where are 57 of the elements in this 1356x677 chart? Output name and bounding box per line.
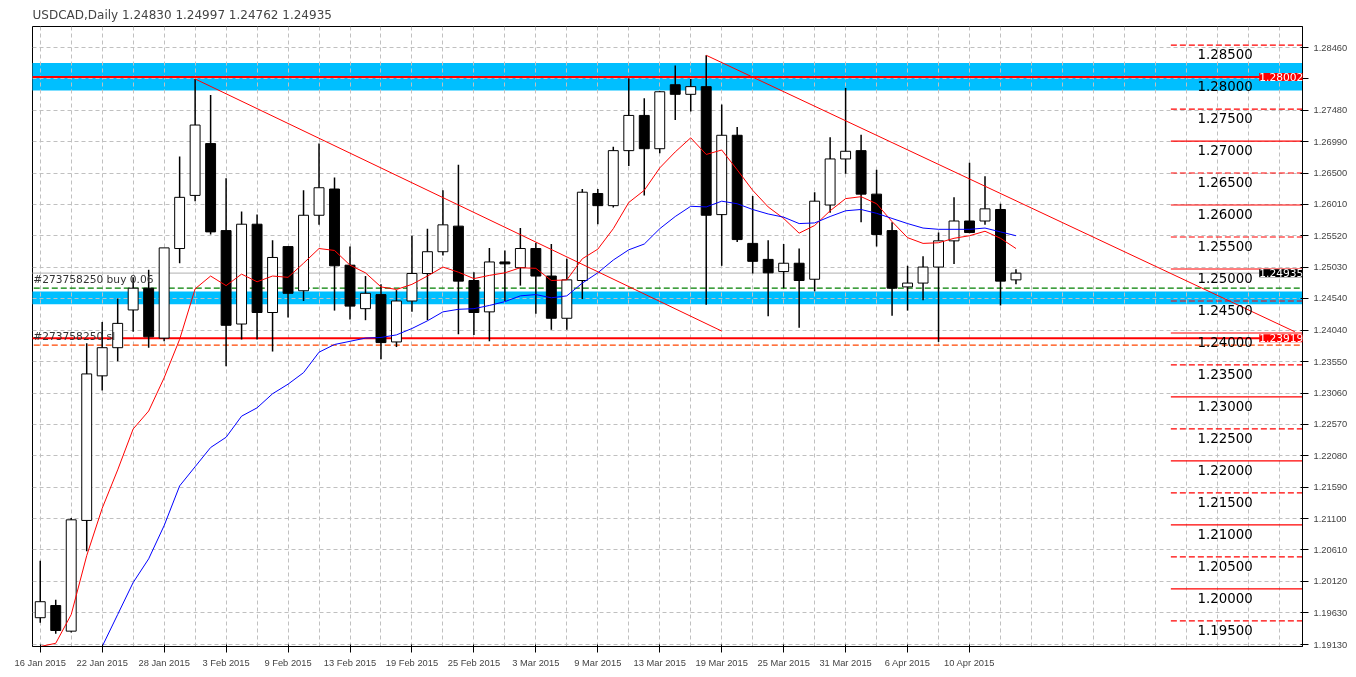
- y-tick-label: 1.23550: [1313, 356, 1348, 367]
- x-tick-label: 31 Mar 2015: [819, 657, 872, 668]
- x-tick-label: 3 Feb 2015: [202, 657, 250, 668]
- ref-line-label: 1.21000: [1197, 526, 1253, 542]
- y-tick-label: 1.24040: [1313, 325, 1348, 336]
- y-tick-label: 1.21100: [1313, 513, 1347, 524]
- x-tick-label: 22 Jan 2015: [76, 657, 128, 668]
- x-tick-label: 10 Apr 2015: [944, 657, 995, 668]
- y-tick-label: 1.21590: [1313, 482, 1348, 493]
- ref-line-label: 1.22500: [1197, 430, 1253, 446]
- ref-line-label: 1.28002: [1259, 70, 1304, 84]
- y-tick-label: 1.25520: [1313, 230, 1348, 241]
- y-tick-label: 1.27480: [1313, 105, 1348, 116]
- x-tick-label: 19 Mar 2015: [695, 657, 748, 668]
- ref-line-label: 1.22000: [1197, 462, 1253, 478]
- y-tick-label: 1.20120: [1313, 576, 1348, 587]
- x-tick-label: 25 Feb 2015: [447, 657, 501, 668]
- ref-line-label: 1.20500: [1197, 558, 1253, 574]
- y-tick-label: 1.25030: [1313, 262, 1348, 273]
- annotation: 1.28000: [1197, 79, 1253, 95]
- y-tick-label: 1.22570: [1313, 419, 1348, 430]
- ref-line-label: 1.19500: [1197, 622, 1253, 638]
- ref-line-label: 1.26000: [1197, 207, 1253, 223]
- y-tick-label: 1.19130: [1313, 639, 1348, 650]
- ref-line-label: 1.28500: [1197, 47, 1253, 63]
- x-tick-label: 3 Mar 2015: [512, 657, 560, 668]
- ref-line-label: 1.23919: [1259, 332, 1304, 346]
- y-tick-label: 1.20610: [1313, 544, 1348, 555]
- y-tick-label: 1.19630: [1313, 607, 1348, 618]
- ref-line-label: 1.26500: [1197, 175, 1253, 191]
- x-tick-label: 16 Jan 2015: [14, 657, 66, 668]
- y-tick-label: 1.23060: [1313, 388, 1348, 399]
- ref-line-label: 1.25000: [1197, 271, 1253, 286]
- x-tick-label: 13 Mar 2015: [633, 657, 686, 668]
- x-tick-label: 13 Feb 2015: [323, 657, 377, 668]
- x-tick-label: 9 Feb 2015: [264, 657, 312, 668]
- y-tick-label: 1.22080: [1313, 450, 1348, 461]
- ref-line-label: 1.27000: [1197, 143, 1253, 159]
- y-tick-label: 1.26990: [1313, 136, 1348, 147]
- ref-line-label: 1.27500: [1197, 111, 1253, 127]
- x-tick-label: 25 Mar 2015: [757, 657, 810, 668]
- chart-title: USDCAD,Daily 1.24830 1.24997 1.24762 1.24935: [32, 7, 332, 22]
- x-tick-label: 9 Mar 2015: [574, 657, 622, 668]
- x-tick-label: 19 Feb 2015: [385, 657, 439, 668]
- ref-line-label: 1.24935: [1259, 267, 1304, 281]
- ref-line-label: 1.23000: [1197, 398, 1253, 414]
- ref-line-label: 1.24500: [1197, 302, 1253, 318]
- ref-line-label: 1.21500: [1197, 494, 1253, 510]
- y-tick-label: 1.24540: [1313, 293, 1348, 304]
- ref-line-label: 1.20000: [1197, 590, 1253, 606]
- x-tick-label: 6 Apr 2015: [884, 657, 930, 668]
- y-tick-label: 1.26500: [1313, 168, 1348, 179]
- x-tick-label: 28 Jan 2015: [138, 657, 190, 668]
- y-tick-label: 1.28460: [1313, 42, 1348, 53]
- ref-line-label: 1.23500: [1197, 366, 1253, 382]
- y-tick-label: 1.26010: [1313, 199, 1348, 210]
- ref-line-label: 1.25500: [1197, 239, 1253, 255]
